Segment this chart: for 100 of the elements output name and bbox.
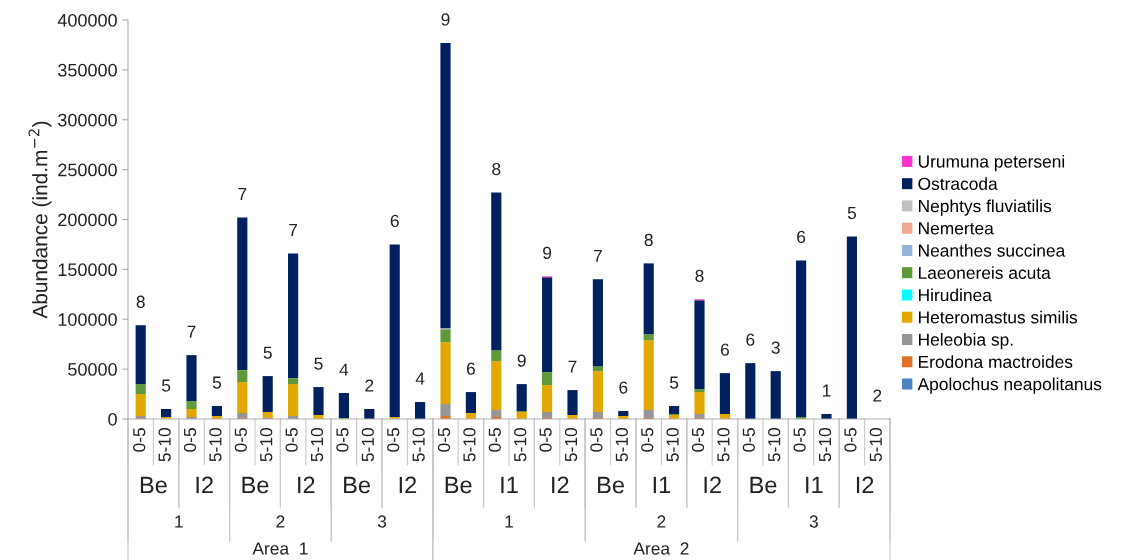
- annotation: 8: [136, 295, 145, 308]
- x-tick-label: 0-5: [285, 428, 298, 452]
- x-tick-label: 0-5: [234, 428, 247, 452]
- text: Area 1: [252, 542, 308, 555]
- x-tick-label: 5-10: [310, 428, 324, 462]
- text: 1: [505, 515, 513, 528]
- annotation: 7: [238, 188, 247, 201]
- annotation: 5: [847, 207, 856, 220]
- x-tick-label: 0-5: [539, 428, 552, 452]
- legend-label: Nephtys fluviatilis: [918, 199, 1052, 216]
- x-tick-label: 5-10: [615, 428, 628, 462]
- text: Be: [140, 476, 167, 494]
- text: I2: [196, 476, 213, 494]
- legend-label: Ostracoda: [918, 177, 998, 190]
- x-tick-label: 0-5: [437, 428, 451, 452]
- annotation: 9: [441, 13, 450, 26]
- x-tick-label: 0-5: [488, 428, 501, 452]
- text: Be: [750, 476, 777, 494]
- y-tick-label: 50000: [68, 363, 117, 376]
- x-tick-label: 5-10: [869, 428, 882, 462]
- legend-label: Heleobia sp.: [918, 333, 1013, 350]
- annotation: 2: [365, 379, 374, 392]
- annotation: 5: [263, 346, 272, 359]
- annotation: 4: [339, 363, 349, 376]
- text: 1: [175, 515, 183, 528]
- annotation: 6: [720, 343, 729, 356]
- annotation: 8: [644, 233, 653, 247]
- y-tick-label: 150000: [58, 263, 117, 277]
- annotation: 5: [212, 376, 221, 389]
- x-tick-label: 5-10: [514, 428, 527, 462]
- x-tick-label: 0-5: [742, 428, 755, 452]
- y-tick-label: 100000: [58, 313, 117, 326]
- x-tick-label: 0-5: [691, 428, 705, 452]
- y-tick-label: 300000: [58, 113, 117, 127]
- text: Be: [344, 476, 370, 494]
- annotation: 3: [771, 341, 780, 354]
- annotation: 5: [161, 379, 171, 392]
- text: I1: [501, 476, 518, 494]
- legend-label: Apolochus neapolitanus: [917, 377, 1102, 394]
- x-tick-label: 5-10: [463, 428, 476, 462]
- annotation: 4: [415, 372, 425, 385]
- x-tick-label: 5-10: [564, 428, 578, 462]
- text: 2: [657, 515, 666, 528]
- legend-label: Laeonereis acuta: [918, 266, 1051, 279]
- legend-label: Nemertea: [918, 222, 994, 235]
- annotation: 7: [593, 249, 602, 262]
- x-tick-label: 0-5: [133, 428, 146, 452]
- text: I2: [856, 476, 874, 494]
- y-axis-title: Abundance (ind.m$^{−2}$): [28, 121, 52, 319]
- x-tick-label: 0-5: [590, 428, 603, 452]
- text: I1: [653, 476, 671, 494]
- annotation: 6: [746, 333, 755, 346]
- x-tick-label: 0-5: [844, 428, 857, 452]
- legend-label: Heteromastus similis: [918, 310, 1078, 324]
- annotation: 7: [187, 325, 196, 338]
- legend-label: Hirudinea: [918, 288, 992, 302]
- annotation: 6: [619, 381, 628, 394]
- text: Area 2: [633, 542, 689, 555]
- annotation: 7: [568, 360, 577, 373]
- x-tick-label: 5-10: [818, 428, 832, 462]
- annotation: 7: [289, 223, 298, 236]
- text: I2: [704, 476, 721, 494]
- annotation: 1: [823, 384, 831, 397]
- x-tick-label: 0-5: [183, 428, 197, 452]
- annotation: 5: [314, 357, 323, 370]
- x-tick-label: 5-10: [666, 428, 679, 462]
- text: I2: [552, 476, 569, 494]
- annotation: 8: [695, 269, 704, 282]
- x-tick-label: 0-5: [336, 428, 349, 452]
- text: Be: [242, 476, 269, 494]
- legend-label: Erodona mactroides: [918, 355, 1073, 369]
- annotation: 9: [543, 246, 552, 260]
- text: 2: [276, 515, 285, 528]
- annotation: 6: [466, 362, 475, 375]
- y-tick-label: 250000: [58, 163, 117, 177]
- x-tick-label: 5-10: [260, 428, 273, 462]
- x-tick-label: 5-10: [412, 428, 425, 462]
- y-tick-label: 200000: [58, 213, 117, 227]
- y-tick-label: 0: [108, 412, 117, 426]
- x-tick-label: 5-10: [209, 428, 222, 462]
- annotation: 8: [492, 162, 501, 176]
- x-tick-label: 5-10: [768, 428, 781, 462]
- text: Be: [445, 476, 472, 494]
- x-tick-label: 5-10: [158, 428, 171, 462]
- legend-label: Neanthes succinea: [918, 243, 1066, 257]
- x-tick-label: 5-10: [361, 428, 374, 462]
- annotation: 5: [669, 376, 679, 389]
- text: 3: [809, 515, 818, 528]
- y-tick-label: 400000: [57, 13, 117, 27]
- text: I2: [399, 476, 417, 494]
- x-tick-label: 0-5: [641, 428, 654, 452]
- annotation: 9: [517, 354, 526, 367]
- text: I2: [298, 476, 315, 494]
- text: Be: [598, 476, 624, 494]
- text: I1: [806, 476, 823, 494]
- x-tick-label: 0-5: [387, 428, 400, 452]
- annotation: 2: [873, 389, 882, 402]
- text: 3: [377, 515, 387, 528]
- y-tick-label: 350000: [58, 63, 117, 77]
- annotation: 6: [390, 214, 399, 228]
